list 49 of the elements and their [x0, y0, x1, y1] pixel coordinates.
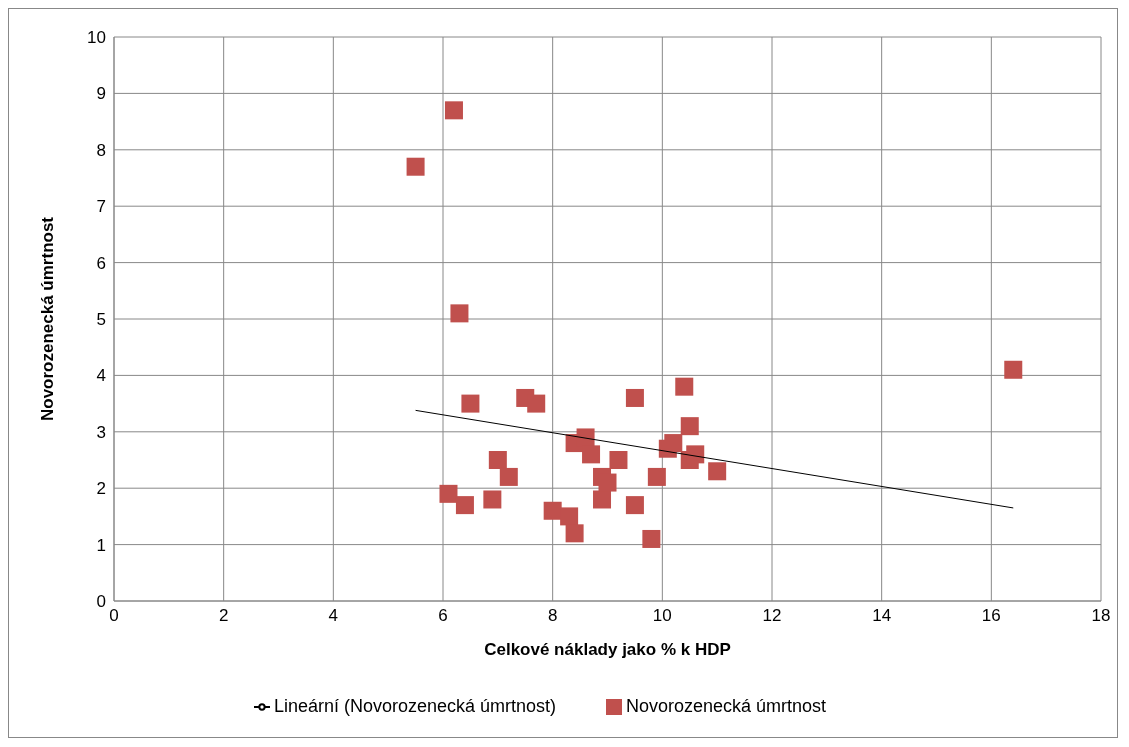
point [593, 490, 612, 509]
x-tick-label: 10 [652, 606, 672, 626]
x-tick-label: 12 [762, 606, 782, 626]
point [609, 451, 628, 469]
x-tick-label: 2 [218, 606, 229, 626]
y-tick-label: 6 [96, 253, 106, 273]
x-tick-label: 0 [109, 606, 119, 626]
point [625, 388, 644, 407]
point [1004, 360, 1023, 379]
point [444, 101, 463, 120]
point [642, 529, 661, 548]
point [565, 524, 584, 543]
y-tick-label: 0 [96, 592, 106, 612]
x-tick-label: 8 [547, 606, 558, 626]
point [625, 496, 644, 515]
point [582, 445, 601, 464]
y-tick-label: 2 [96, 479, 106, 499]
point [406, 157, 425, 176]
y-axis-title: Novorozenecká úmrtnost [38, 216, 58, 422]
x-tick-label: 4 [328, 606, 339, 626]
x-tick-label: 6 [438, 606, 448, 626]
point [483, 490, 502, 509]
point [450, 304, 469, 323]
point [543, 501, 562, 520]
point [527, 394, 546, 413]
x-tick-label: 16 [981, 606, 1001, 626]
point [488, 451, 507, 469]
y-tick-label: 7 [96, 197, 106, 217]
y-tick-label: 8 [96, 140, 106, 160]
legend-label: Novorozenecká úmrtnost [626, 696, 827, 716]
point [455, 496, 474, 515]
y-tick-label: 1 [96, 535, 106, 555]
y-tick-label: 3 [96, 422, 106, 442]
point [708, 462, 727, 481]
point [439, 484, 458, 503]
point [461, 394, 480, 413]
point [664, 434, 683, 453]
point [499, 467, 518, 486]
y-tick-label: 5 [96, 310, 106, 330]
y-tick-label: 10 [87, 28, 106, 48]
x-axis-title: Celkové náklady jako % k HDP [484, 640, 731, 660]
legend-label: Lineární (Novorozenecká úmrtnost) [273, 696, 557, 716]
point [675, 377, 694, 396]
y-tick-label: 4 [96, 366, 106, 386]
point [680, 417, 699, 436]
y-tick-label: 9 [96, 84, 106, 104]
point [647, 467, 666, 486]
x-tick-label: 18 [1091, 606, 1111, 626]
x-tick-label: 14 [872, 606, 892, 626]
